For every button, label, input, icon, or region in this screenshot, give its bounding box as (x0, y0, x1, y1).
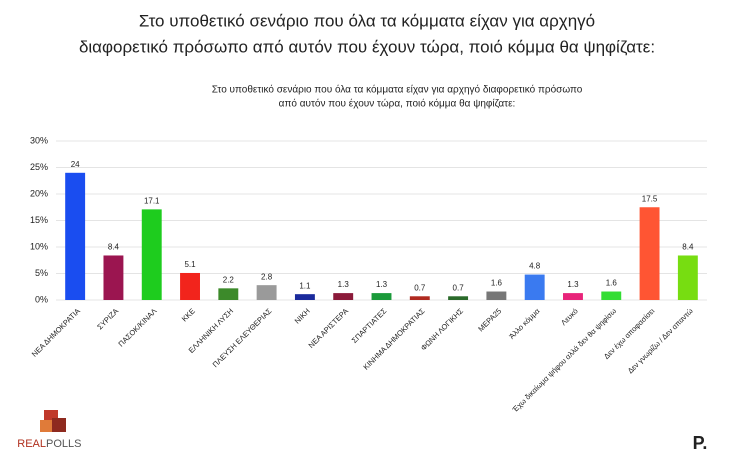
y-tick-label: 20% (30, 188, 48, 198)
bar (256, 285, 277, 300)
value-label: 1.3 (376, 280, 388, 289)
bar (601, 291, 622, 300)
value-label: 2.8 (261, 272, 273, 281)
x-tick-label: Δεν γνωρίζω / Δεν απαντώ (626, 306, 695, 375)
y-tick-label: 15% (30, 215, 48, 225)
x-tick-label: ΝΕΑ ΑΡΙΣΤΕΡΑ (307, 306, 350, 349)
logo-right: P. (693, 433, 708, 453)
bar (333, 293, 354, 300)
bar (141, 209, 162, 300)
logo-shape (52, 418, 66, 432)
x-tick-label: Άλλο κόμμα (507, 306, 542, 341)
chart-subtitle: Στο υποθετικό σενάριο που όλα τα κόμματα… (212, 84, 583, 96)
bar (677, 255, 698, 300)
x-tick-label: ΚΚΕ (180, 306, 197, 323)
value-label: 1.6 (491, 279, 503, 288)
x-tick-label: ΝΕΑ ΔΗΜΟΚΡΑΤΙΑ (30, 306, 82, 358)
value-label: 17.5 (642, 194, 658, 203)
logo-text: POLLS (46, 438, 81, 450)
value-label: 17.1 (144, 196, 160, 205)
value-label: 0.7 (453, 283, 465, 292)
value-label: 8.4 (682, 243, 694, 252)
bar (371, 293, 392, 300)
logo-left: REAL POLLS (17, 410, 81, 450)
logo-text: REAL (17, 438, 46, 450)
x-tick-label: ΠΑΣΟΚ/ΚΙΝΑΛ (116, 306, 158, 348)
value-label: 1.3 (338, 280, 350, 289)
bar (218, 288, 239, 300)
bar (524, 274, 545, 300)
bar (563, 293, 583, 300)
value-label: 5.1 (184, 260, 196, 269)
bar (486, 291, 507, 300)
y-tick-label: 0% (35, 294, 48, 304)
chart-title: Στο υποθετικό σενάριο που όλα τα κόμματα… (139, 11, 595, 30)
logo-shape (40, 420, 52, 432)
x-tick-label: ΜΕΡΑ25 (476, 306, 503, 333)
value-label: 1.1 (299, 281, 311, 290)
bar (180, 272, 200, 300)
y-tick-label: 5% (35, 268, 48, 278)
value-label: 2.2 (223, 275, 235, 284)
value-label: 4.8 (529, 262, 541, 271)
value-label: 1.3 (567, 280, 579, 289)
value-label: 1.6 (606, 279, 618, 288)
y-tick-label: 10% (30, 241, 48, 251)
bar (294, 294, 315, 300)
y-tick-label: 30% (30, 135, 48, 145)
bar (409, 296, 430, 300)
bar (103, 255, 124, 300)
chart-title: διαφορετικό πρόσωπο από αυτόν που έχουν … (79, 37, 655, 56)
x-tick-label: ΝΙΚΗ (293, 306, 312, 325)
value-label: 8.4 (108, 243, 120, 252)
x-tick-label: ΣΠΑΡΤΙΑΤΕΣ (350, 306, 389, 345)
y-tick-label: 25% (30, 162, 48, 172)
bar (639, 207, 660, 300)
x-tick-label: ΣΥΡΙΖΑ (95, 306, 120, 331)
chart-subtitle: από αυτόν που έχουν τώρα, ποιό κόμμα θα … (279, 98, 516, 110)
value-label: 24 (71, 160, 80, 169)
bar (65, 172, 86, 300)
value-label: 0.7 (414, 283, 426, 292)
bar (448, 296, 469, 300)
x-tick-label: Λευκό (559, 306, 580, 327)
